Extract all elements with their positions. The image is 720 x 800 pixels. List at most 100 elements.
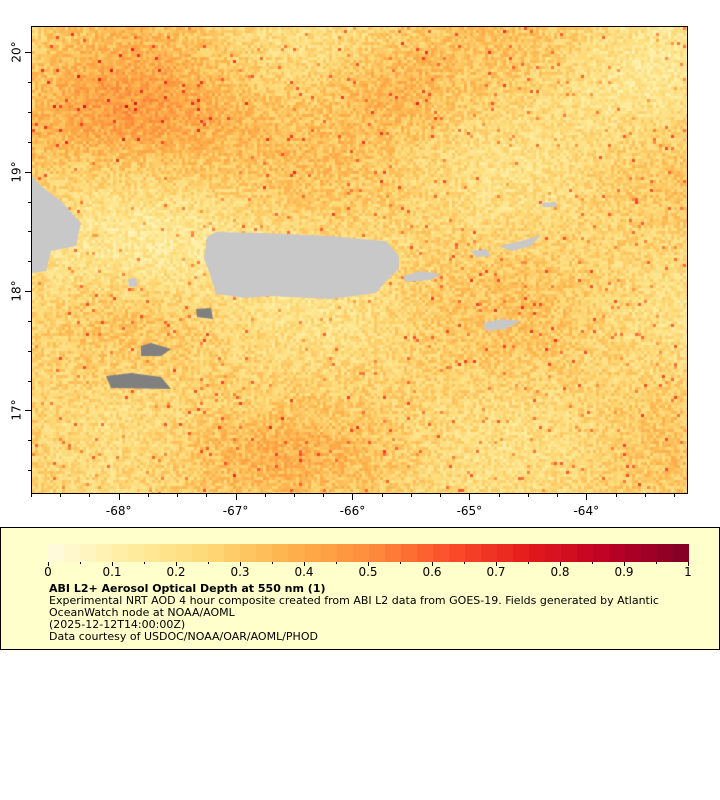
lon-tick [60, 494, 62, 497]
colorbar-step [176, 544, 193, 562]
lon-tick [673, 494, 675, 497]
colorbar-step [240, 544, 257, 562]
legend-credit: Data courtesy of USDOC/NOAA/OAR/AOML/PHO… [49, 630, 318, 643]
lat-label: 19° [9, 161, 24, 183]
colorbar-step [208, 544, 225, 562]
colorbar-step [96, 544, 113, 562]
colorbar-tick [48, 562, 49, 566]
colorbar-step [288, 544, 305, 562]
lon-label: -64° [573, 504, 600, 518]
lon-tick [118, 494, 120, 500]
colorbar-step [112, 544, 129, 562]
lon-tick [264, 494, 266, 497]
colorbar-step [641, 544, 658, 562]
lon-label: -68° [105, 504, 132, 518]
lat-tick [25, 52, 31, 54]
colorbar-label: 0.8 [550, 565, 570, 579]
legend-description-1: Experimental NRT AOD 4 hour composite cr… [49, 594, 659, 607]
colorbar-tick [496, 562, 497, 566]
lat-tick [28, 320, 31, 322]
lon-tick [498, 494, 500, 497]
colorbar [48, 544, 690, 562]
lon-tick [147, 494, 149, 497]
colorbar-tick [208, 562, 209, 564]
lat-tick [28, 82, 31, 84]
lon-tick [440, 494, 442, 497]
colorbar-label: 0.4 [294, 565, 314, 579]
lat-tick [28, 201, 31, 203]
colorbar-label: 0.6 [422, 565, 442, 579]
colorbar-step [384, 544, 401, 562]
lon-tick [469, 494, 471, 500]
lat-tick [28, 231, 31, 233]
lon-tick [177, 494, 179, 497]
colorbar-step [657, 544, 674, 562]
lon-tick [206, 494, 208, 497]
colorbar-step [48, 544, 65, 562]
colorbar-step [256, 544, 273, 562]
colorbar-tick [688, 562, 689, 566]
lon-label: -66° [339, 504, 366, 518]
legend-panel: 0 0.1 0.2 0.3 0.4 0.5 0.6 0.7 0.8 0.9 1 ABI L2+ Ae… [0, 527, 720, 650]
lat-label: 20° [9, 41, 24, 63]
colorbar-tick [336, 562, 337, 564]
colorbar-step [144, 544, 161, 562]
colorbar-step [80, 544, 97, 562]
colorbar-step [625, 544, 642, 562]
colorbar-tick [560, 562, 561, 566]
colorbar-step [416, 544, 433, 562]
colorbar-tick [176, 562, 177, 566]
colorbar-tick [432, 562, 433, 566]
colorbar-tick [656, 562, 657, 564]
colorbar-step [400, 544, 417, 562]
colorbar-step [593, 544, 610, 562]
colorbar-step [368, 544, 385, 562]
legend-time: (2025-12-12T14:00:00Z) [49, 618, 186, 631]
colorbar-step [544, 544, 561, 562]
lon-tick [615, 494, 617, 497]
colorbar-tick [304, 562, 305, 566]
colorbar-tick [624, 562, 625, 566]
colorbar-step [64, 544, 81, 562]
colorbar-step [528, 544, 545, 562]
colorbar-label: 0.7 [486, 565, 506, 579]
colorbar-step [272, 544, 289, 562]
aod-map [31, 26, 688, 494]
lon-label: -65° [456, 504, 483, 518]
colorbar-step [320, 544, 337, 562]
colorbar-step [609, 544, 626, 562]
lon-tick [31, 494, 32, 497]
lat-label: 18° [9, 280, 24, 302]
lat-tick [28, 111, 31, 113]
legend-title: ABI L2+ Aerosol Optical Depth at 550 nm … [49, 582, 326, 595]
colorbar-tick [528, 562, 529, 564]
colorbar-label: 0.2 [166, 565, 186, 579]
colorbar-step [512, 544, 529, 562]
lon-tick [557, 494, 559, 497]
lon-tick [235, 494, 237, 500]
lat-tick [28, 141, 31, 143]
lat-tick [28, 440, 31, 442]
lat-tick [28, 380, 31, 382]
aod-heatmap [32, 27, 687, 493]
colorbar-step [577, 544, 594, 562]
colorbar-step [192, 544, 209, 562]
colorbar-label: 0.5 [358, 565, 378, 579]
lon-tick [410, 494, 412, 497]
colorbar-step [352, 544, 369, 562]
lon-tick [294, 494, 296, 497]
lon-tick [527, 494, 529, 497]
lon-tick [89, 494, 91, 497]
colorbar-step [128, 544, 145, 562]
colorbar-step [561, 544, 578, 562]
lat-tick [28, 350, 31, 352]
lon-label: -67° [222, 504, 249, 518]
colorbar-step [336, 544, 353, 562]
colorbar-step [464, 544, 481, 562]
lon-tick [644, 494, 646, 497]
colorbar-tick [240, 562, 241, 566]
colorbar-step [480, 544, 497, 562]
lon-tick [352, 494, 354, 500]
colorbar-tick [144, 562, 145, 564]
colorbar-label: 1 [684, 565, 692, 579]
